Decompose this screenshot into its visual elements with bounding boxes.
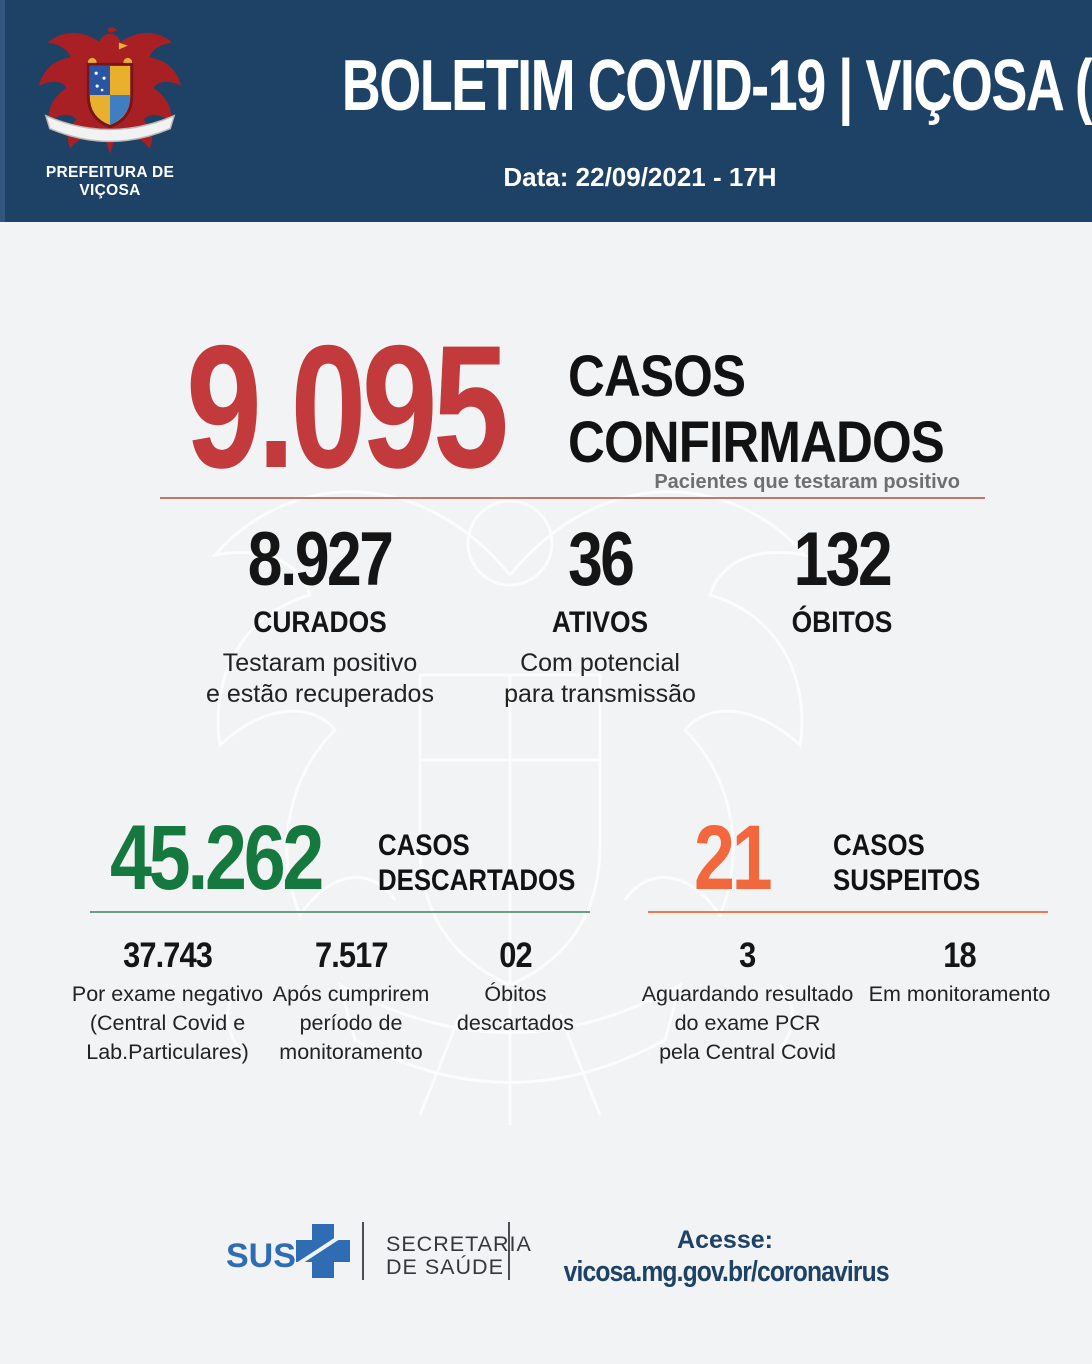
- stat-recovered: 8.927 CURADOS Testaram positivo e estão …: [170, 522, 470, 709]
- confirmed-total-label: CASOS CONFIRMADOS: [568, 344, 945, 476]
- stat-deaths: 132 ÓBITOS: [742, 522, 942, 640]
- footer-divider: [362, 1222, 364, 1280]
- deaths-label: ÓBITOS: [791, 606, 893, 639]
- recovered-label: CURADOS: [253, 606, 387, 639]
- sus-logo: SUS: [226, 1224, 350, 1278]
- suspected-total-value: 21: [694, 807, 773, 909]
- access-label: Acesse:: [677, 1226, 773, 1254]
- secretaria-label: SECRETARIA DE SAÚDE: [386, 1232, 532, 1279]
- discarded-total-label: CASOS DESCARTADOS: [378, 829, 576, 898]
- page-title: BOLETIM COVID-19 | VIÇOSA (MG): [341, 46, 1092, 126]
- under-monitoring-value: 18: [943, 936, 976, 975]
- discarded-divider-line: [90, 911, 590, 913]
- discarded-total-value: 45.262: [110, 807, 324, 909]
- footer-divider: [508, 1222, 510, 1280]
- recovered-value: 8.927: [248, 517, 394, 602]
- recovered-desc: Testaram positivo e estão recuperados: [206, 649, 434, 708]
- deaths-discarded-value: 02: [499, 936, 532, 975]
- stat-active: 36 ATIVOS Com potencial para transmissão: [472, 522, 728, 709]
- under-monitoring-desc: Em monitoramento: [868, 982, 1051, 1006]
- report-date: Data: 22/09/2021 - 17H: [503, 162, 777, 192]
- deaths-discarded-desc: Óbitos descartados: [456, 982, 575, 1036]
- header-edge-stripe: [0, 0, 5, 222]
- active-label: ATIVOS: [551, 606, 649, 639]
- confirmed-divider-line: [160, 497, 985, 499]
- monitoring-done-value: 7.517: [314, 936, 389, 975]
- confirmed-total-value: 9.095: [186, 310, 509, 505]
- deaths-value: 132: [793, 517, 893, 602]
- monitoring-done-desc: Após cumprirem período de monitoramento: [272, 982, 430, 1065]
- active-desc: Com potencial para transmissão: [504, 649, 696, 708]
- stat-under-monitoring: 18 Em monitoramento: [862, 938, 1057, 1009]
- suspected-total-label: CASOS SUSPEITOS: [833, 829, 981, 898]
- sus-cross-icon: [290, 1224, 350, 1278]
- stat-awaiting-pcr: 3 Aguardando resultado do exame PCR pela…: [635, 938, 860, 1068]
- header-banner: PREFEITURA DE VIÇOSA BOLETIM COVID-19 | …: [0, 0, 1092, 222]
- city-crest-logo: [38, 27, 182, 155]
- negative-exam-value: 37.743: [123, 936, 213, 975]
- suspected-divider-line: [648, 911, 1048, 913]
- coronavirus-url: vicosa.mg.gov.br/coronavirus: [563, 1256, 890, 1288]
- sus-wordmark: SUS: [226, 1237, 296, 1275]
- stat-monitoring-done: 7.517 Após cumprirem período de monitora…: [272, 938, 430, 1068]
- awaiting-pcr-desc: Aguardando resultado do exame PCR pela C…: [641, 982, 854, 1065]
- access-block: Acesse: vicosa.mg.gov.br/coronavirus: [535, 1226, 915, 1289]
- negative-exam-desc: Por exame negativo (Central Covid e Lab.…: [71, 982, 264, 1065]
- active-value: 36: [567, 517, 635, 602]
- org-label: PREFEITURA DE VIÇOSA: [45, 164, 175, 199]
- stat-deaths-discarded: 02 Óbitos descartados: [448, 938, 583, 1038]
- confirmed-subtitle: Pacientes que testaram positivo: [654, 471, 960, 493]
- stat-negative-exam: 37.743 Por exame negativo (Central Covid…: [70, 938, 265, 1068]
- awaiting-pcr-value: 3: [739, 936, 756, 975]
